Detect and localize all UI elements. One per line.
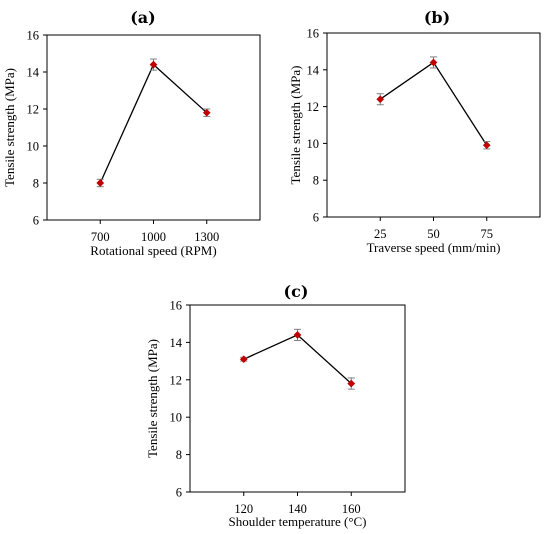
data-point [202,108,211,117]
x-tick-label: 140 [288,502,307,516]
x-tick-label: 700 [91,230,110,244]
y-tick-label: 16 [307,27,320,41]
data-point [347,379,356,388]
x-axis-label: Traverse speed (mm/min) [367,240,501,255]
y-axis-label: Tensile strength (MPa) [288,66,303,185]
panel-label: (b) [424,8,450,27]
y-tick-label: 6 [33,214,39,228]
x-tick-label: 120 [234,502,253,516]
panel-label: (a) [130,8,156,27]
series-line [243,334,352,385]
y-tick-label: 8 [313,174,319,188]
y-tick-label: 8 [33,177,39,191]
series-line [99,63,208,184]
y-axis-label: Tensile strength (MPa) [145,339,160,458]
y-tick-label: 6 [176,486,182,500]
y-tick-label: 12 [27,103,40,117]
x-tick-label: 1300 [194,230,219,244]
x-tick-label: 1000 [141,230,166,244]
data-point [376,95,385,104]
y-tick-label: 10 [307,137,320,151]
x-tick-label: 160 [342,502,361,516]
y-tick-label: 10 [170,411,183,425]
y-tick-label: 12 [307,100,320,114]
data-point [293,330,302,339]
y-tick-label: 14 [27,66,40,80]
y-tick-label: 14 [307,63,320,77]
data-point [96,179,105,187]
series-line [379,61,488,146]
y-tick-label: 6 [313,211,319,225]
x-axis-label: Shoulder temperature (°C) [228,514,366,529]
x-tick-label: 25 [374,227,387,241]
y-tick-label: 12 [170,373,183,387]
data-point [482,141,491,150]
data-point [239,355,248,364]
y-tick-label: 10 [27,140,40,154]
x-tick-label: 50 [427,227,440,241]
data-point [429,58,438,67]
y-tick-label: 14 [170,336,183,350]
y-tick-label: 16 [27,29,40,43]
panel-label: (c) [284,282,309,301]
y-tick-label: 16 [170,299,183,313]
data-point [149,60,158,69]
y-tick-label: 8 [176,448,182,462]
x-tick-label: 75 [481,227,494,241]
y-axis-label: Tensile strength (MPa) [2,68,17,187]
x-axis-label: Rotational speed (RPM) [90,243,216,258]
